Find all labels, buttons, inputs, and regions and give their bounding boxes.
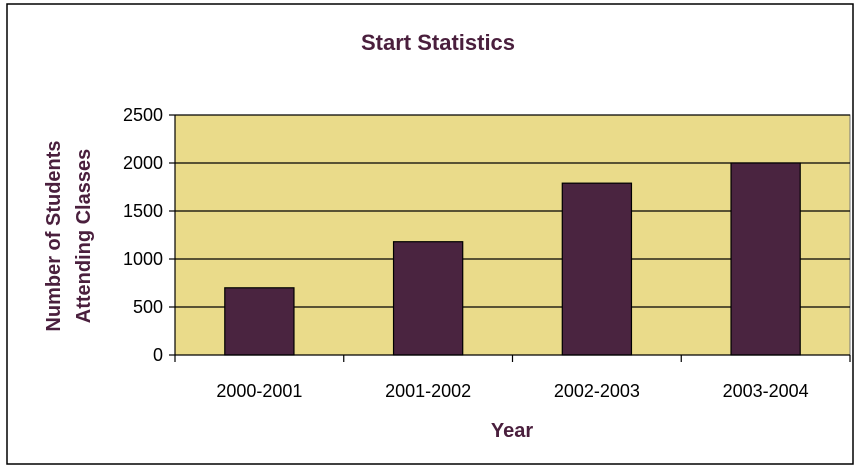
bar — [730, 162, 801, 356]
x-tick-label: 2003-2004 — [723, 381, 809, 401]
y-tick-label: 1000 — [123, 249, 163, 269]
y-axis-label-line-2: Attending Classes — [73, 149, 95, 323]
axes — [169, 114, 851, 362]
y-tick-labels: 0 500 1000 1500 2000 2500 — [123, 105, 163, 365]
bar — [392, 241, 464, 356]
x-tick-label: 2001-2002 — [385, 381, 471, 401]
x-tick-label: 2000-2001 — [216, 381, 302, 401]
bar — [561, 182, 633, 356]
x-axis-label: Year — [491, 420, 533, 442]
bar — [224, 287, 295, 356]
y-tick-label: 1500 — [123, 201, 163, 221]
x-tick-labels: 2000-2001 2001-2002 2002-2003 2003-2004 — [216, 381, 808, 401]
y-axis-label-line-1: Number of Students — [43, 140, 65, 331]
chart-title: Start Statistics — [361, 30, 515, 55]
y-tick-label: 2000 — [123, 153, 163, 173]
y-axis-label: Number of Students Attending Classes — [43, 140, 95, 331]
y-tick-label: 2500 — [123, 105, 163, 125]
x-tick-label: 2002-2003 — [554, 381, 640, 401]
y-tick-label: 500 — [133, 297, 163, 317]
y-tick-label: 0 — [153, 345, 163, 365]
bars — [224, 162, 801, 356]
